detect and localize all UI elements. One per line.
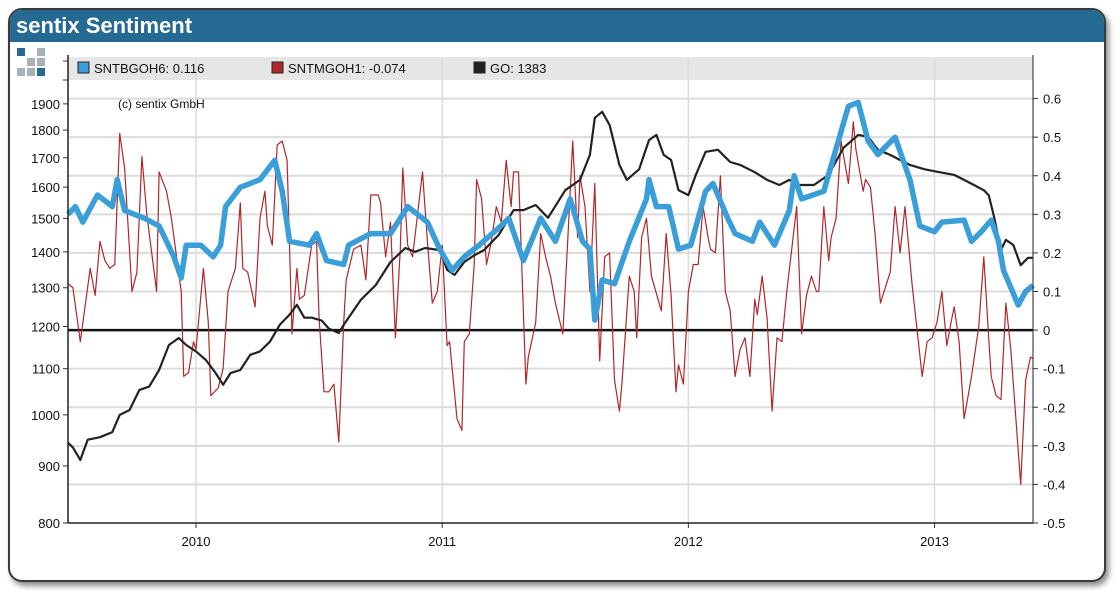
- legend-label: SNTBGOH6: 0.116: [94, 61, 204, 76]
- panel-header: sentix Sentiment: [10, 10, 1104, 42]
- legend-swatch: [473, 61, 486, 74]
- right-axis-tick-label: 0.5: [1043, 130, 1061, 145]
- left-axis-tick-label: 1800: [31, 123, 60, 138]
- right-axis-tick-label: -0.4: [1043, 477, 1065, 492]
- series-line-sntmgoh1: [67, 121, 1034, 485]
- right-axis-tick-label: 0: [1043, 323, 1050, 338]
- x-axis-tick-label: 2010: [182, 534, 211, 549]
- series-line-sntbgoh6: [66, 99, 1035, 323]
- right-axis-tick-label: -0.5: [1043, 516, 1065, 531]
- right-axis-tick-label: 0.4: [1043, 169, 1061, 184]
- left-axis-tick-label: 800: [38, 516, 60, 531]
- left-axis-tick-label: 1200: [31, 320, 60, 335]
- left-axis-tick-label: 1100: [32, 362, 60, 377]
- right-axis-tick-label: 0.1: [1043, 285, 1061, 300]
- left-axis-tick-label: 1900: [31, 97, 60, 112]
- left-axis-tick-label: 900: [38, 459, 60, 474]
- left-axis-tick-label: 1400: [31, 245, 60, 260]
- right-axis-tick-label: 0.6: [1043, 92, 1061, 107]
- right-axis-tick-label: 0.2: [1043, 246, 1061, 261]
- legend-bar: [68, 57, 1033, 80]
- right-axis-tick-label: -0.3: [1043, 439, 1065, 454]
- left-axis-tick-label: 1700: [31, 151, 60, 166]
- right-axis-tick-label: 0.3: [1043, 207, 1061, 222]
- left-axis-tick-label: 1300: [31, 281, 60, 296]
- sentix-logo-icon: [17, 48, 45, 76]
- right-axis-tick-label: -0.1: [1043, 362, 1065, 377]
- series-line-go: [67, 110, 1033, 462]
- left-axis-tick-label: 1600: [31, 180, 60, 195]
- legend-swatch: [271, 61, 284, 74]
- copyright-text: (c) sentix GmbH: [118, 97, 205, 111]
- left-axis-tick-label: 1500: [31, 211, 60, 226]
- legend-label: GO: 1383: [490, 61, 546, 76]
- right-axis-tick-label: -0.2: [1043, 400, 1065, 415]
- panel-title: sentix Sentiment: [16, 13, 193, 38]
- x-axis-tick-label: 2011: [428, 534, 456, 549]
- x-axis-tick-label: 2012: [674, 534, 703, 549]
- legend-label: SNTMGOH1: -0.074: [288, 61, 406, 76]
- legend-swatch: [77, 61, 90, 74]
- left-axis-tick-label: 1000: [31, 408, 60, 423]
- chart-panel: sentix Sentiment: [8, 8, 1106, 582]
- x-axis-tick-label: 2013: [920, 534, 949, 549]
